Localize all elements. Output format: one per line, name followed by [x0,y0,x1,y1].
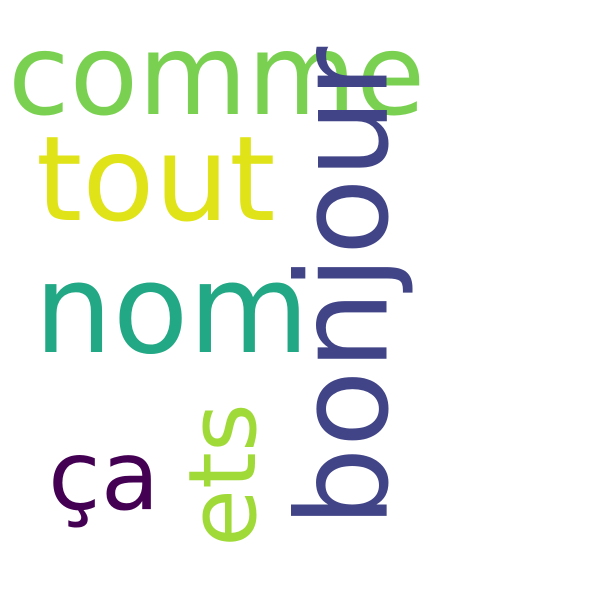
word-comme: comme [8,11,426,141]
word-ets: ets [168,403,278,547]
word-nom: nom [34,238,310,382]
word-ca: ça [48,420,160,532]
word-bonjour: bonjour [269,46,417,528]
word-tout: tout [36,110,276,248]
